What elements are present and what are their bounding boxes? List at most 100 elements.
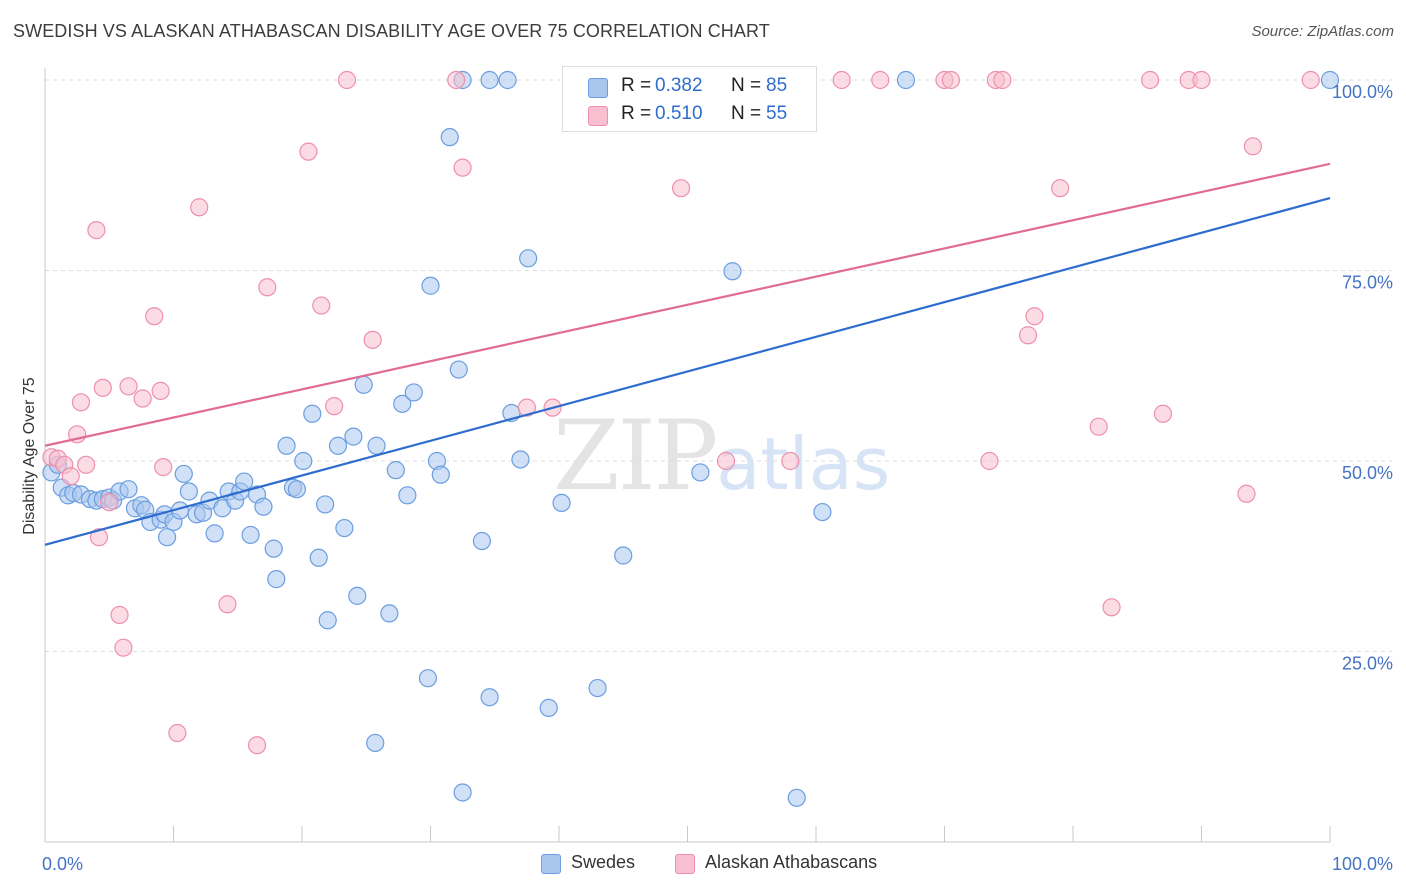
athabascan-point xyxy=(832,70,851,90)
swedes-point xyxy=(205,524,224,543)
athabascan-point xyxy=(100,493,119,512)
athabascan-point xyxy=(993,70,1012,90)
x-tick-label: 0.0% xyxy=(42,854,83,874)
athabascan-point xyxy=(325,397,344,416)
swedes-point xyxy=(519,249,538,268)
athabascan-point xyxy=(1243,137,1263,156)
n-label: N = xyxy=(731,103,762,124)
swedes-point xyxy=(480,70,499,90)
legend-row-athabascans: R = 0.510 N = 55 xyxy=(563,101,816,129)
swedes-point xyxy=(294,451,313,471)
swedes-point xyxy=(309,548,328,567)
athabascan-point xyxy=(1018,326,1038,345)
swedes-point xyxy=(277,436,296,455)
athabascan-point xyxy=(93,378,112,397)
athabascan-point xyxy=(133,389,152,408)
athabascan-point xyxy=(517,398,536,417)
swedes-point xyxy=(614,546,633,565)
athabascan-point xyxy=(1301,70,1320,90)
chart-title: SWEDISH VS ALASKAN ATHABASCAN DISABILITY… xyxy=(13,21,770,41)
data-points xyxy=(42,70,1340,807)
x-tick-label: 100.0% xyxy=(1332,854,1393,874)
swedes-point xyxy=(453,783,472,802)
n-label: N = xyxy=(731,75,762,96)
trend-lines xyxy=(44,162,1331,546)
athabascan-point xyxy=(119,377,138,396)
athabascan-point xyxy=(258,278,277,297)
swedes-point xyxy=(398,486,417,505)
swedes-point xyxy=(241,525,260,545)
athabascan-point xyxy=(61,467,80,486)
athabascan-point xyxy=(716,451,736,471)
athabascan-point xyxy=(1051,179,1070,198)
swedes-point xyxy=(344,427,363,446)
swedes-point xyxy=(1320,70,1340,90)
swedes-point xyxy=(254,497,273,516)
swedes-point xyxy=(418,669,438,688)
swedes-legend-swatch xyxy=(541,854,561,874)
swedes-point xyxy=(431,465,450,484)
y-tick-label: 75.0% xyxy=(1342,273,1393,293)
athabascan-point xyxy=(151,381,170,400)
athabascan-point xyxy=(145,307,164,326)
swedes-point xyxy=(264,539,283,558)
r-value: 0.382 xyxy=(655,75,703,96)
swedes-point xyxy=(348,586,367,605)
swedes-swatch xyxy=(588,78,608,98)
athabascan-point xyxy=(218,595,237,614)
athabascan-point xyxy=(77,455,96,474)
athabascan-point xyxy=(1140,70,1160,90)
athabascan-point xyxy=(1025,307,1044,326)
athabascan-point xyxy=(110,605,129,625)
athabascan-point xyxy=(871,70,890,90)
tick-labels: 25.0% 50.0% 75.0% 100.0% 0.0% 100.0% Disabilit… xyxy=(21,82,1393,874)
swedes-point xyxy=(318,611,337,630)
athabascan-point xyxy=(1237,484,1256,503)
n-value: 55 xyxy=(766,103,788,124)
r-value: 0.510 xyxy=(655,103,703,124)
athabascan-swatch xyxy=(588,106,608,126)
swedes-point xyxy=(287,480,306,499)
swedes-point xyxy=(179,482,199,501)
n-value: 85 xyxy=(766,75,788,96)
swedes-point xyxy=(303,404,322,423)
athabascan-legend-swatch xyxy=(675,854,695,874)
swedes-point xyxy=(588,678,607,698)
swedes-point xyxy=(157,528,177,547)
swedes-legend-label: Swedes xyxy=(571,852,636,872)
athabascan-point xyxy=(453,158,472,177)
swedes-point xyxy=(386,461,405,480)
swedes-point xyxy=(552,493,571,513)
swedes-point xyxy=(539,698,558,717)
swedes-point xyxy=(813,502,832,522)
swedes-point xyxy=(366,733,385,753)
athabascan-point xyxy=(312,296,331,315)
legend-row-swedes: R = 0.382 N = 85 xyxy=(563,73,816,101)
watermark-atlas: atlas xyxy=(716,422,891,506)
athabascan-point xyxy=(671,179,691,198)
athabascan-point xyxy=(299,142,318,161)
athabascan-point xyxy=(337,70,357,90)
swedes-point xyxy=(480,688,499,707)
swedes-point xyxy=(472,531,491,551)
r-label: R = xyxy=(621,103,652,124)
athabascan-point xyxy=(1192,70,1211,90)
athabascan-point xyxy=(190,198,209,217)
swedes-point xyxy=(235,472,254,491)
athabascan-point xyxy=(980,451,999,471)
athabascan-point xyxy=(781,451,800,471)
athabascan-point xyxy=(363,330,382,349)
swedes-point xyxy=(328,436,348,455)
athabascan-point xyxy=(941,70,961,90)
swedes-point xyxy=(267,570,286,589)
swedes-point xyxy=(404,383,423,402)
grid-lines xyxy=(45,79,1392,652)
swedes-point xyxy=(787,788,806,807)
athabascan-point xyxy=(447,70,466,90)
stats-legend: R = 0.382 N = 85 R = 0.510 N = 55 xyxy=(562,66,817,132)
swedes-point xyxy=(354,375,373,394)
athabascan-point xyxy=(154,457,173,477)
swedes-trend-line xyxy=(44,197,1331,546)
source-label: Source: ZipAtlas.com xyxy=(1251,23,1394,40)
